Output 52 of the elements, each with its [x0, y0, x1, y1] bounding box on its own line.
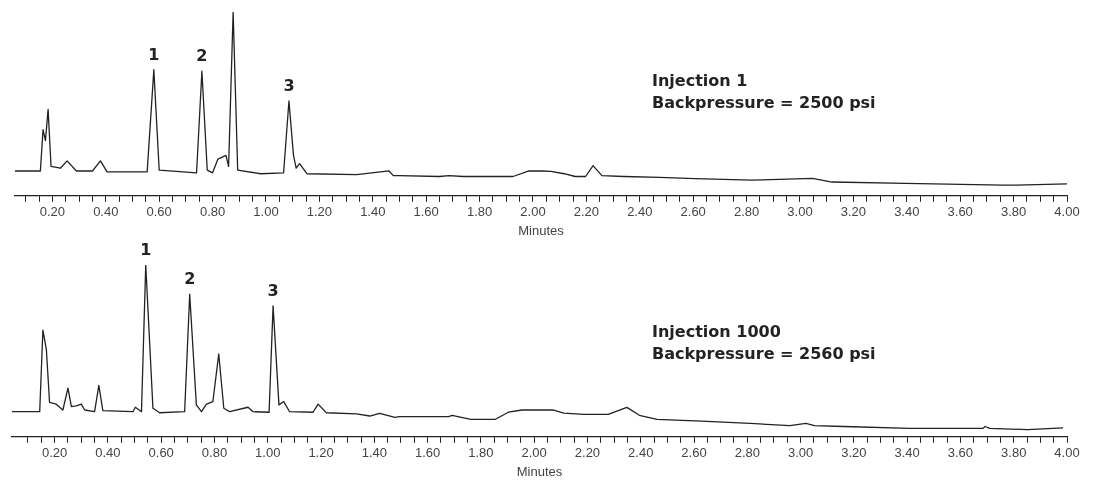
x-tick-label: 1.00 — [253, 204, 279, 220]
x-tick-label: 0.20 — [39, 204, 66, 220]
x-tick-label: 3.20 — [841, 445, 867, 461]
x-tick-label: 1.80 — [466, 204, 493, 220]
x-tick-label: 0.60 — [148, 445, 174, 461]
x-tick-label: 0.40 — [95, 445, 121, 461]
x-tick-label: 3.80 — [1000, 204, 1027, 220]
x-tick-label: 1.20 — [308, 445, 334, 461]
annotation: 2 — [196, 46, 208, 66]
x-tick-label: 2.80 — [733, 204, 760, 220]
x-tick-label: 1.80 — [468, 445, 494, 461]
annotation: 1 — [148, 44, 160, 64]
x-tick-label: 0.60 — [146, 204, 172, 220]
x-tick-label: 3.20 — [840, 204, 867, 220]
x-tick-label: 2.20 — [574, 445, 601, 461]
x-tick-label: 1.60 — [413, 204, 439, 220]
x-tick-label: 1.40 — [361, 445, 387, 461]
annotation: 3 — [283, 76, 295, 96]
x-tick-label: 3.00 — [787, 445, 814, 461]
x-tick-label: 2.60 — [680, 204, 706, 220]
annotation: 3 — [267, 281, 279, 301]
x-tick-label: 3.00 — [787, 204, 813, 220]
x-axis-title: Minutes — [516, 463, 563, 479]
x-tick-label: 1.60 — [414, 445, 441, 461]
x-tick-label: 3.40 — [894, 445, 920, 461]
x-tick-label: 1.40 — [360, 204, 386, 220]
x-tick-label: 2.40 — [628, 445, 654, 461]
x-tick-label: 2.40 — [627, 204, 653, 220]
x-tick-label: 2.60 — [681, 445, 707, 461]
x-tick-label: 2.00 — [521, 445, 547, 461]
x-tick-label: 0.80 — [201, 445, 228, 461]
x-tick-label: 2.20 — [573, 204, 600, 220]
x-axis-title: Minutes — [518, 222, 565, 238]
x-tick-label: 0.40 — [93, 204, 119, 220]
x-tick-label: 3.60 — [947, 445, 974, 461]
x-tick-label: 4.00 — [1054, 204, 1080, 220]
annotation: Injection 1000 — [652, 321, 782, 343]
x-tick-label: 4.00 — [1054, 445, 1080, 461]
annotation: 2 — [184, 269, 196, 289]
x-tick-label: 1.20 — [306, 204, 333, 220]
annotation: Backpressure = 2560 psi — [652, 343, 876, 365]
x-tick-label: 2.80 — [734, 445, 760, 461]
annotation: Backpressure = 2500 psi — [652, 92, 876, 114]
annotation: 1 — [140, 240, 152, 260]
annotation: Injection 1 — [652, 70, 749, 92]
x-tick-label: 3.40 — [894, 204, 920, 220]
x-tick-label: 0.80 — [199, 204, 226, 220]
x-tick-label: 3.80 — [1001, 445, 1027, 461]
x-tick-label: 1.00 — [255, 445, 281, 461]
x-tick-label: 2.00 — [520, 204, 546, 220]
x-tick-label: 3.60 — [947, 204, 973, 220]
x-tick-label: 0.20 — [41, 445, 68, 461]
